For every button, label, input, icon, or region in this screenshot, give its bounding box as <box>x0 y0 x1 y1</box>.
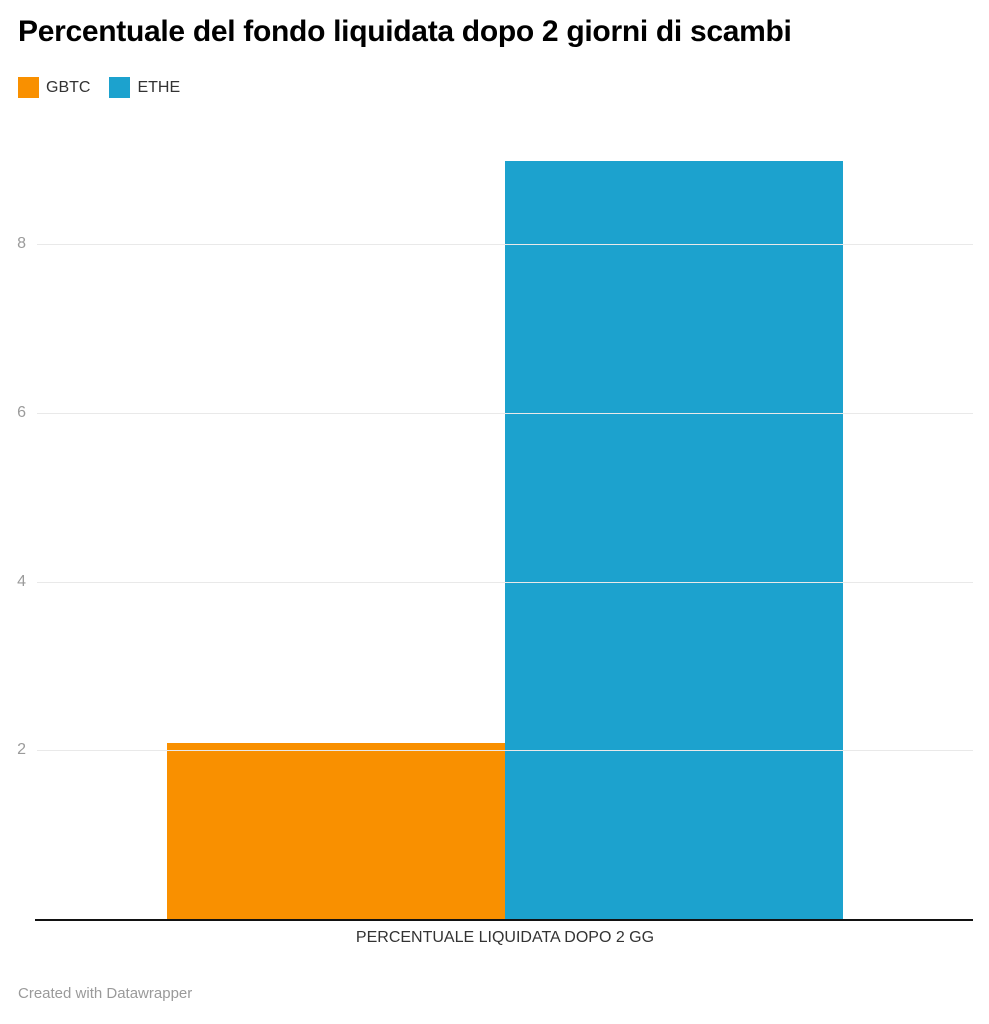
page-title: Percentuale del fondo liquidata dopo 2 g… <box>18 15 792 48</box>
legend-label-ethe: ETHE <box>137 79 181 96</box>
plot-area: 2 4 6 8 <box>17 161 973 920</box>
legend-label-gbtc: GBTC <box>46 79 91 96</box>
legend-item-gbtc: GBTC <box>18 77 90 98</box>
y-tick-label-2: 2 <box>17 741 26 759</box>
gridline-4: 4 <box>17 573 973 589</box>
y-tick-label-6: 6 <box>17 404 26 421</box>
gbtc-color-swatch <box>18 77 39 98</box>
gridline-6: 6 <box>17 405 973 421</box>
bar-gbtc <box>167 742 505 920</box>
y-tick-label-8: 8 <box>17 235 26 253</box>
bar-ethe <box>505 161 843 920</box>
legend-item-ethe: ETHE <box>109 77 180 98</box>
gridline-8: 8 <box>17 236 973 252</box>
legend: GBTC ETHE <box>18 77 180 98</box>
gridline-2: 2 <box>17 742 973 758</box>
datawrapper-attribution-link[interactable]: Created with Datawrapper <box>18 985 193 1002</box>
ethe-color-swatch <box>109 77 131 98</box>
x-axis-category-label: PERCENTUALE LIQUIDATA DOPO 2 GG <box>355 929 655 946</box>
x-axis-line <box>35 919 973 921</box>
y-tick-label-4: 4 <box>17 572 26 590</box>
